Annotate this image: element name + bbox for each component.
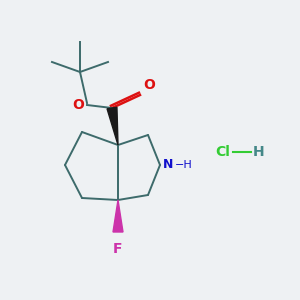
Polygon shape [107, 107, 118, 145]
Text: O: O [143, 78, 155, 92]
Text: −H: −H [175, 160, 193, 170]
Text: N: N [163, 158, 173, 172]
Text: F: F [113, 242, 123, 256]
Text: O: O [72, 98, 84, 112]
Polygon shape [113, 200, 123, 232]
Text: Cl: Cl [215, 145, 230, 159]
Text: H: H [253, 145, 265, 159]
